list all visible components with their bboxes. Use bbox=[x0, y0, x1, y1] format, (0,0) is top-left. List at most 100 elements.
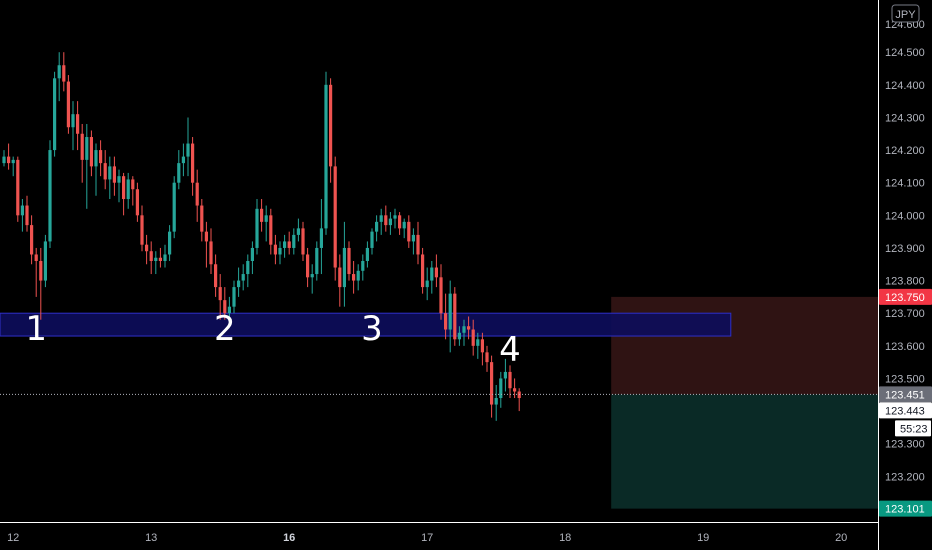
candle-body bbox=[94, 150, 98, 167]
candle bbox=[71, 101, 75, 151]
candle bbox=[375, 215, 379, 242]
x-tick-label: 19 bbox=[697, 532, 709, 544]
candle bbox=[329, 78, 333, 183]
candle bbox=[352, 261, 356, 294]
candle bbox=[260, 199, 264, 232]
candle bbox=[398, 212, 402, 235]
candle bbox=[513, 378, 517, 399]
y-tick-label: 124.500 bbox=[885, 47, 925, 59]
candle bbox=[223, 287, 227, 320]
candle-body bbox=[85, 137, 89, 160]
candle-body bbox=[485, 352, 489, 363]
candle-body bbox=[195, 182, 199, 206]
candle-body bbox=[172, 182, 176, 232]
candle bbox=[131, 176, 135, 206]
candle-body bbox=[66, 81, 70, 128]
candle-body bbox=[439, 277, 443, 314]
candle-body bbox=[126, 179, 130, 200]
candle-body bbox=[149, 251, 153, 261]
candle bbox=[48, 140, 52, 248]
candle-body bbox=[379, 215, 383, 222]
candle-body bbox=[490, 362, 494, 405]
candle bbox=[462, 319, 466, 346]
candle bbox=[2, 150, 6, 167]
candle bbox=[34, 247, 38, 297]
candle-body bbox=[112, 166, 116, 183]
price-axis[interactable]: 124.500 124.400 124.300 124.200 124.100 124.0… bbox=[878, 0, 932, 550]
y-tick-label: 123.500 bbox=[885, 373, 925, 385]
candle bbox=[191, 137, 195, 196]
candle-body bbox=[99, 150, 103, 164]
candle-body bbox=[181, 156, 185, 164]
candle-body bbox=[476, 339, 480, 346]
entry-price-tag-bg bbox=[879, 386, 932, 403]
candle bbox=[57, 52, 61, 102]
x-tick-label: 13 bbox=[145, 532, 157, 544]
candle bbox=[145, 234, 149, 265]
wave-label-4: 4 bbox=[499, 330, 521, 370]
candle bbox=[425, 267, 429, 301]
candle-body bbox=[467, 326, 471, 330]
stop-price-tag-bg bbox=[879, 288, 932, 305]
candle bbox=[517, 388, 521, 412]
candle-body bbox=[62, 65, 66, 82]
y-tick-label: 124.000 bbox=[885, 210, 925, 222]
entry-price-tag: 123.451 bbox=[879, 386, 932, 403]
last-price-tag-text: 123.443 bbox=[885, 405, 925, 417]
candle bbox=[333, 156, 337, 281]
candle-body bbox=[177, 163, 181, 183]
x-tick-label: 16 bbox=[283, 532, 295, 544]
candle-body bbox=[361, 261, 365, 271]
x-tick-label: 17 bbox=[421, 532, 433, 544]
candle bbox=[94, 143, 98, 196]
candle-body bbox=[218, 287, 222, 301]
candle-body bbox=[71, 114, 75, 128]
candle-body bbox=[57, 65, 61, 79]
candle bbox=[503, 358, 507, 392]
candle-body bbox=[145, 244, 149, 252]
candle-body bbox=[89, 137, 93, 167]
candle-body bbox=[232, 287, 236, 307]
candle bbox=[494, 384, 498, 421]
candle bbox=[480, 332, 484, 366]
candle bbox=[384, 205, 388, 232]
candle-body bbox=[513, 388, 517, 392]
candle-body bbox=[283, 241, 287, 248]
take-profit-zone bbox=[611, 394, 878, 509]
candle-body bbox=[352, 274, 356, 281]
candle bbox=[269, 208, 273, 255]
candle-body bbox=[494, 398, 498, 405]
candle-body bbox=[154, 257, 158, 261]
candle bbox=[89, 130, 93, 177]
countdown-bg bbox=[895, 420, 931, 437]
time-axis[interactable]: 12 13 16 17 18 19 20 bbox=[0, 522, 878, 550]
candle bbox=[177, 150, 181, 190]
currency-badge[interactable]: JPY bbox=[891, 4, 920, 23]
candle bbox=[485, 345, 489, 372]
candle-body bbox=[416, 234, 420, 255]
entry-price-tag-text: 123.451 bbox=[885, 389, 925, 401]
candle-body bbox=[246, 261, 250, 275]
candle-body bbox=[319, 228, 323, 248]
wave-label-1: 1 bbox=[25, 309, 47, 349]
candle-body bbox=[186, 143, 190, 157]
candle bbox=[149, 241, 153, 275]
candle bbox=[264, 205, 268, 242]
candle-body bbox=[209, 241, 213, 265]
candle bbox=[315, 241, 319, 281]
candle-body bbox=[444, 313, 448, 330]
candle bbox=[103, 150, 107, 190]
candle bbox=[76, 101, 80, 151]
candle-body bbox=[375, 221, 379, 232]
candle-body bbox=[108, 166, 112, 180]
candles-layer bbox=[2, 52, 521, 421]
candle bbox=[338, 254, 342, 307]
zones-layer bbox=[0, 296, 878, 509]
candle bbox=[324, 71, 328, 235]
candle-body bbox=[402, 221, 406, 229]
candle-body bbox=[384, 215, 388, 226]
candle bbox=[347, 241, 351, 281]
candle-body bbox=[168, 231, 172, 255]
wave-label-2: 2 bbox=[214, 309, 236, 349]
